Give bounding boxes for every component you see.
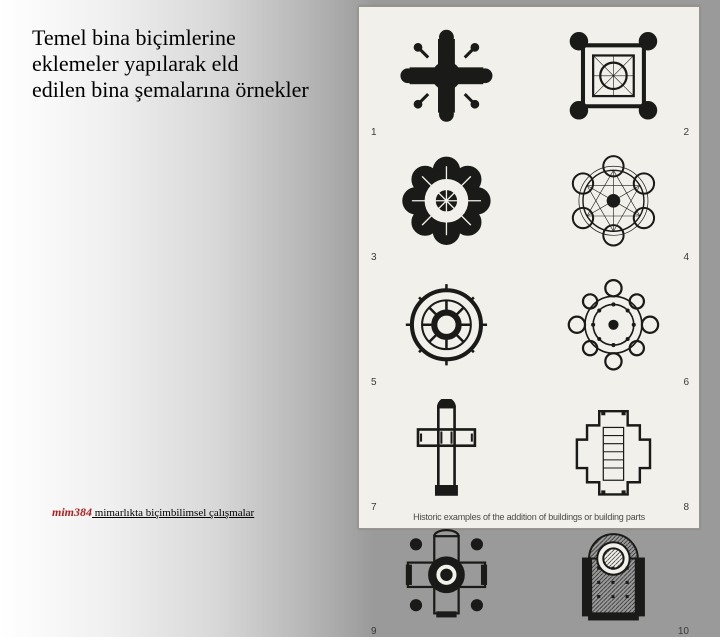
- plan-number: 9: [371, 626, 377, 637]
- plan-cell-7: 7: [369, 390, 524, 511]
- plan-number: 4: [683, 252, 689, 263]
- plan-cell-5: 5: [369, 265, 524, 386]
- plan-icon: [553, 399, 674, 501]
- plan-icon: [553, 25, 674, 127]
- figure-caption: Historic examples of the addition of bui…: [359, 512, 699, 522]
- plan-cell-10: 10: [536, 515, 691, 636]
- plan-number: 8: [683, 502, 689, 513]
- slide-footer: mim384 mimarlıkta biçimbilimsel çalışmal…: [52, 505, 254, 520]
- plan-cell-1: 1: [369, 15, 524, 136]
- figure-panel: 1: [358, 6, 700, 529]
- plan-icon: [386, 524, 507, 626]
- plan-cell-4: 4: [536, 140, 691, 261]
- plan-number: 7: [371, 502, 377, 513]
- plan-icon: [386, 399, 507, 501]
- plan-icon: [553, 524, 674, 626]
- plan-icon: [386, 25, 507, 127]
- plan-number: 6: [683, 377, 689, 388]
- plan-cell-9: 9: [369, 515, 524, 636]
- plan-number: 5: [371, 377, 377, 388]
- plan-cell-6: 6: [536, 265, 691, 386]
- plan-icon: [386, 150, 507, 252]
- plan-cell-2: 2: [536, 15, 691, 136]
- plan-number: 1: [371, 127, 377, 138]
- plan-cell-8: 8: [536, 390, 691, 511]
- footer-subtitle: mimarlıkta biçimbilimsel çalışmalar: [92, 507, 254, 519]
- slide-heading: Temel bina biçimlerine eklemeler yapılar…: [32, 25, 322, 103]
- plan-cell-3: 3: [369, 140, 524, 261]
- plan-number: 3: [371, 252, 377, 263]
- course-code: mim384: [52, 505, 92, 519]
- plan-number: 10: [678, 626, 689, 637]
- plan-icon: [553, 150, 674, 252]
- plan-number: 2: [683, 127, 689, 138]
- plan-icon: [553, 274, 674, 376]
- slide: Temel bina biçimlerine eklemeler yapılar…: [0, 0, 720, 540]
- plan-grid: 1: [369, 15, 691, 505]
- plan-icon: [386, 274, 507, 376]
